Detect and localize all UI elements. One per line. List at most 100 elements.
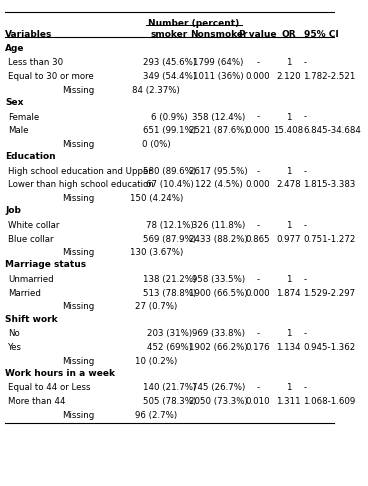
Text: 651 (99.1%): 651 (99.1%) <box>143 126 196 135</box>
Text: Unmarried: Unmarried <box>8 275 54 284</box>
Text: 2433 (88.2%): 2433 (88.2%) <box>189 235 248 243</box>
Text: Missing: Missing <box>62 411 94 420</box>
Text: Nonsmoker: Nonsmoker <box>190 31 247 39</box>
Text: 2.120: 2.120 <box>276 72 301 81</box>
Text: 0.176: 0.176 <box>245 343 270 352</box>
Text: P value: P value <box>239 31 276 39</box>
Text: 0.865: 0.865 <box>245 235 270 243</box>
Text: 1: 1 <box>286 329 291 338</box>
Text: Equal to 30 or more: Equal to 30 or more <box>8 72 94 81</box>
Text: 745 (26.7%): 745 (26.7%) <box>192 383 245 392</box>
Text: Age: Age <box>6 44 25 53</box>
Text: 96 (2.7%): 96 (2.7%) <box>135 411 177 420</box>
Text: 67 (10.4%): 67 (10.4%) <box>146 180 194 190</box>
Text: Equal to 44 or Less: Equal to 44 or Less <box>8 383 91 392</box>
Text: 1.311: 1.311 <box>276 397 301 406</box>
Text: 969 (33.8%): 969 (33.8%) <box>192 329 245 338</box>
Text: 0.000: 0.000 <box>245 126 270 135</box>
Text: Married: Married <box>8 289 41 297</box>
Text: More than 44: More than 44 <box>8 397 66 406</box>
Text: 1.068-1.609: 1.068-1.609 <box>304 397 356 406</box>
Text: 1: 1 <box>286 275 291 284</box>
Text: 293 (45.6%): 293 (45.6%) <box>143 58 196 68</box>
Text: 150 (4.24%): 150 (4.24%) <box>130 194 183 203</box>
Text: 6.845-34.684: 6.845-34.684 <box>304 126 361 135</box>
Text: Shift work: Shift work <box>6 314 58 324</box>
Text: 452 (69%): 452 (69%) <box>147 343 192 352</box>
Text: -: - <box>304 275 307 284</box>
Text: 95% CI: 95% CI <box>304 31 338 39</box>
Text: -: - <box>256 221 259 230</box>
Text: Number (percent): Number (percent) <box>148 19 240 28</box>
Text: -: - <box>304 383 307 392</box>
Text: 1: 1 <box>286 167 291 175</box>
Text: White collar: White collar <box>8 221 60 230</box>
Text: -: - <box>304 221 307 230</box>
Text: Male: Male <box>8 126 29 135</box>
Text: 122 (4.5%): 122 (4.5%) <box>195 180 242 190</box>
Text: 1.874: 1.874 <box>276 289 301 297</box>
Text: 580 (89.6%): 580 (89.6%) <box>143 167 196 175</box>
Text: Yes: Yes <box>8 343 22 352</box>
Text: 1902 (66.2%): 1902 (66.2%) <box>189 343 248 352</box>
Text: 505 (78.3%): 505 (78.3%) <box>143 397 196 406</box>
Text: 203 (31%): 203 (31%) <box>147 329 192 338</box>
Text: 140 (21.7%): 140 (21.7%) <box>143 383 196 392</box>
Text: -: - <box>304 329 307 338</box>
Text: -: - <box>256 58 259 68</box>
Text: 1: 1 <box>286 113 291 122</box>
Text: Missing: Missing <box>62 357 94 365</box>
Text: 2521 (87.6%): 2521 (87.6%) <box>189 126 248 135</box>
Text: Blue collar: Blue collar <box>8 235 54 243</box>
Text: 0.000: 0.000 <box>245 180 270 190</box>
Text: Missing: Missing <box>62 248 94 257</box>
Text: 0 (0%): 0 (0%) <box>142 140 170 149</box>
Text: -: - <box>304 167 307 175</box>
Text: 0.000: 0.000 <box>245 72 270 81</box>
Text: Variables: Variables <box>6 31 53 39</box>
Text: 2.478: 2.478 <box>276 180 301 190</box>
Text: Sex: Sex <box>6 98 24 107</box>
Text: 958 (33.5%): 958 (33.5%) <box>192 275 245 284</box>
Text: 1.782-2.521: 1.782-2.521 <box>304 72 356 81</box>
Text: -: - <box>256 329 259 338</box>
Text: smoker: smoker <box>151 31 188 39</box>
Text: 1011 (36%): 1011 (36%) <box>193 72 244 81</box>
Text: -: - <box>304 58 307 68</box>
Text: 1900 (66.5%): 1900 (66.5%) <box>189 289 248 297</box>
Text: 1: 1 <box>286 383 291 392</box>
Text: -: - <box>256 113 259 122</box>
Text: 84 (2.37%): 84 (2.37%) <box>132 86 180 95</box>
Text: Less than 30: Less than 30 <box>8 58 63 68</box>
Text: 349 (54.4%): 349 (54.4%) <box>143 72 196 81</box>
Text: Missing: Missing <box>62 86 94 95</box>
Text: 0.945-1.362: 0.945-1.362 <box>304 343 356 352</box>
Text: 1799 (64%): 1799 (64%) <box>193 58 244 68</box>
Text: 0.977: 0.977 <box>276 235 301 243</box>
Text: 1: 1 <box>286 221 291 230</box>
Text: -: - <box>256 275 259 284</box>
Text: 358 (12.4%): 358 (12.4%) <box>192 113 245 122</box>
Text: Missing: Missing <box>62 194 94 203</box>
Text: 1.529-2.297: 1.529-2.297 <box>304 289 355 297</box>
Text: Education: Education <box>6 152 56 161</box>
Text: 0.010: 0.010 <box>245 397 270 406</box>
Text: Lower than high school education: Lower than high school education <box>8 180 154 190</box>
Text: 10 (0.2%): 10 (0.2%) <box>135 357 177 365</box>
Text: High school education and Upper: High school education and Upper <box>8 167 152 175</box>
Text: 0.000: 0.000 <box>245 289 270 297</box>
Text: Marriage status: Marriage status <box>6 260 86 269</box>
Text: 2050 (73.3%): 2050 (73.3%) <box>189 397 248 406</box>
Text: 78 (12.1%): 78 (12.1%) <box>146 221 194 230</box>
Text: 15.408: 15.408 <box>273 126 304 135</box>
Text: 0.751-1.272: 0.751-1.272 <box>304 235 356 243</box>
Text: No: No <box>8 329 20 338</box>
Text: -: - <box>256 167 259 175</box>
Text: 138 (21.2%): 138 (21.2%) <box>143 275 196 284</box>
Text: Work hours in a week: Work hours in a week <box>6 369 116 378</box>
Text: 6 (0.9%): 6 (0.9%) <box>151 113 188 122</box>
Text: -: - <box>256 383 259 392</box>
Text: 1.134: 1.134 <box>276 343 301 352</box>
Text: 513 (78.8%): 513 (78.8%) <box>143 289 196 297</box>
Text: OR: OR <box>281 31 296 39</box>
